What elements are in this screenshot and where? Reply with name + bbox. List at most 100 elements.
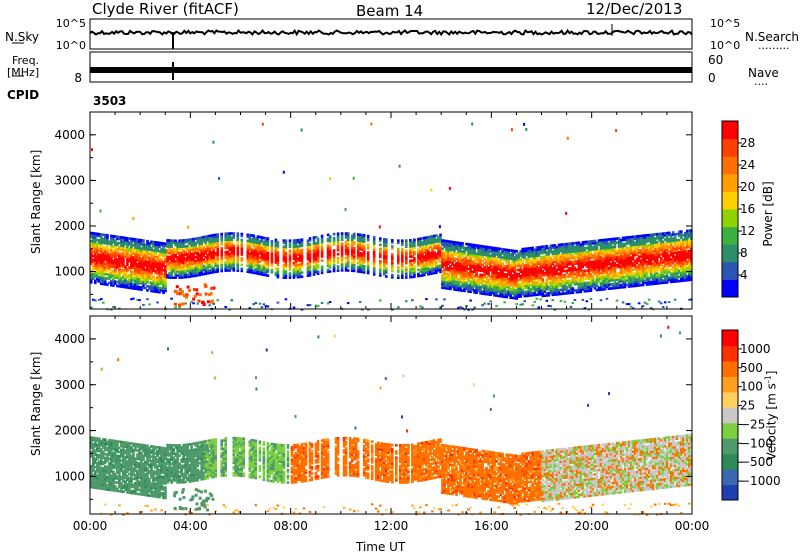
clutter-cell	[148, 303, 151, 306]
data-cell	[631, 258, 635, 261]
data-cell	[517, 262, 520, 266]
data-cell	[158, 288, 161, 292]
data-cell	[483, 249, 486, 253]
data-cell	[629, 268, 633, 272]
data-cell	[144, 272, 147, 275]
data-cell	[178, 272, 181, 275]
data-cell	[148, 264, 151, 268]
data-cell	[657, 247, 661, 250]
data-cell	[485, 270, 488, 273]
data-cell	[443, 251, 446, 255]
data-cell	[593, 254, 597, 257]
data-cell	[142, 276, 145, 279]
data-cell	[162, 264, 165, 268]
data-cell	[581, 253, 585, 256]
data-cell	[615, 253, 619, 257]
data-cell	[647, 262, 651, 266]
data-cell	[447, 275, 450, 278]
data-cell	[537, 254, 541, 257]
data-cell	[352, 263, 356, 267]
data-cell	[453, 263, 456, 267]
data-cell	[611, 276, 615, 280]
data-cell	[547, 259, 551, 262]
data-cell	[563, 279, 567, 283]
data-cell	[114, 263, 117, 267]
data-cell	[154, 253, 157, 256]
clutter-cell	[643, 301, 647, 304]
data-cell	[479, 244, 482, 248]
data-cell	[587, 275, 591, 278]
data-cell	[260, 246, 264, 249]
data-cell	[571, 279, 575, 282]
data-cell	[282, 259, 286, 263]
data-cell	[535, 250, 539, 253]
data-cell	[126, 269, 129, 273]
data-cell	[501, 291, 504, 294]
data-cell	[535, 287, 539, 290]
data-cell	[421, 265, 424, 269]
data-cell	[469, 276, 472, 279]
data-cell	[457, 282, 460, 286]
data-cell	[102, 256, 105, 259]
data-cell	[166, 241, 169, 244]
data-cell	[352, 265, 356, 269]
data-cell	[429, 241, 432, 245]
data-cell	[423, 263, 426, 266]
data-cell	[591, 281, 595, 284]
data-cell	[551, 266, 555, 270]
clutter-cell	[489, 300, 492, 303]
data-cell	[461, 272, 464, 276]
clutter-cell	[539, 298, 543, 301]
data-cell	[110, 249, 113, 252]
data-cell	[495, 263, 498, 267]
data-cell	[503, 264, 506, 268]
data-cell	[397, 259, 400, 263]
data-cell	[298, 238, 302, 242]
data-cell	[609, 283, 613, 286]
data-cell	[485, 288, 488, 292]
data-cell	[627, 246, 631, 249]
data-cell	[429, 251, 432, 255]
data-cell	[613, 278, 617, 282]
data-cell	[559, 257, 563, 261]
data-cell	[162, 283, 165, 286]
data-cell	[230, 242, 234, 245]
data-cell	[431, 263, 434, 267]
data-cell	[519, 260, 522, 263]
data-cell	[559, 253, 563, 257]
data-cell	[523, 251, 526, 255]
data-cell	[533, 252, 537, 256]
data-cell	[126, 239, 129, 242]
data-cell	[519, 252, 522, 255]
data-cell	[320, 249, 324, 252]
data-cell	[635, 241, 639, 244]
data-cell	[202, 248, 205, 251]
data-cell	[449, 269, 452, 272]
data-cell	[655, 247, 659, 250]
data-cell	[557, 262, 561, 265]
data-cell	[613, 249, 617, 253]
data-cell	[493, 292, 496, 295]
data-cell	[543, 271, 547, 275]
data-cell	[505, 283, 508, 287]
data-cell	[637, 236, 641, 240]
data-cell	[545, 294, 549, 297]
data-cell	[649, 245, 653, 249]
data-cell	[397, 274, 400, 277]
data-cell	[449, 260, 452, 264]
data-cell	[551, 268, 555, 272]
data-cell	[445, 243, 448, 247]
data-cell	[515, 278, 518, 282]
data-cell	[459, 258, 462, 261]
data-cell	[154, 280, 157, 283]
data-cell	[182, 253, 185, 257]
data-cell	[651, 264, 655, 267]
data-cell	[529, 249, 533, 252]
data-cell	[437, 264, 440, 268]
data-cell	[423, 251, 426, 254]
data-cell	[236, 240, 240, 244]
data-cell	[134, 273, 137, 276]
data-cell	[212, 258, 215, 262]
data-cell	[314, 266, 318, 270]
data-cell	[214, 241, 217, 245]
